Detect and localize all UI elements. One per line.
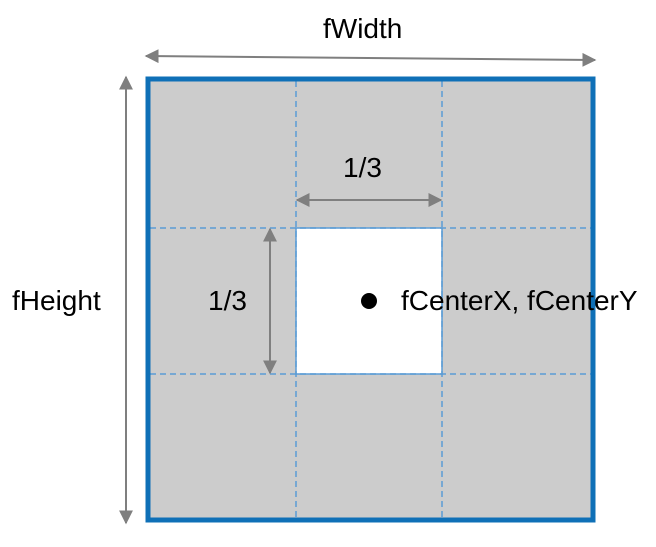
width-label: fWidth <box>323 13 403 44</box>
outer-frame <box>145 76 596 523</box>
third-height-label: 1/3 <box>208 285 247 316</box>
width-arrow <box>144 49 597 67</box>
center-label: fCenterX, fCenterY <box>401 285 638 316</box>
height-label: fHeight <box>12 285 101 316</box>
center-dot <box>361 293 377 309</box>
third-width-label: 1/3 <box>343 152 382 183</box>
